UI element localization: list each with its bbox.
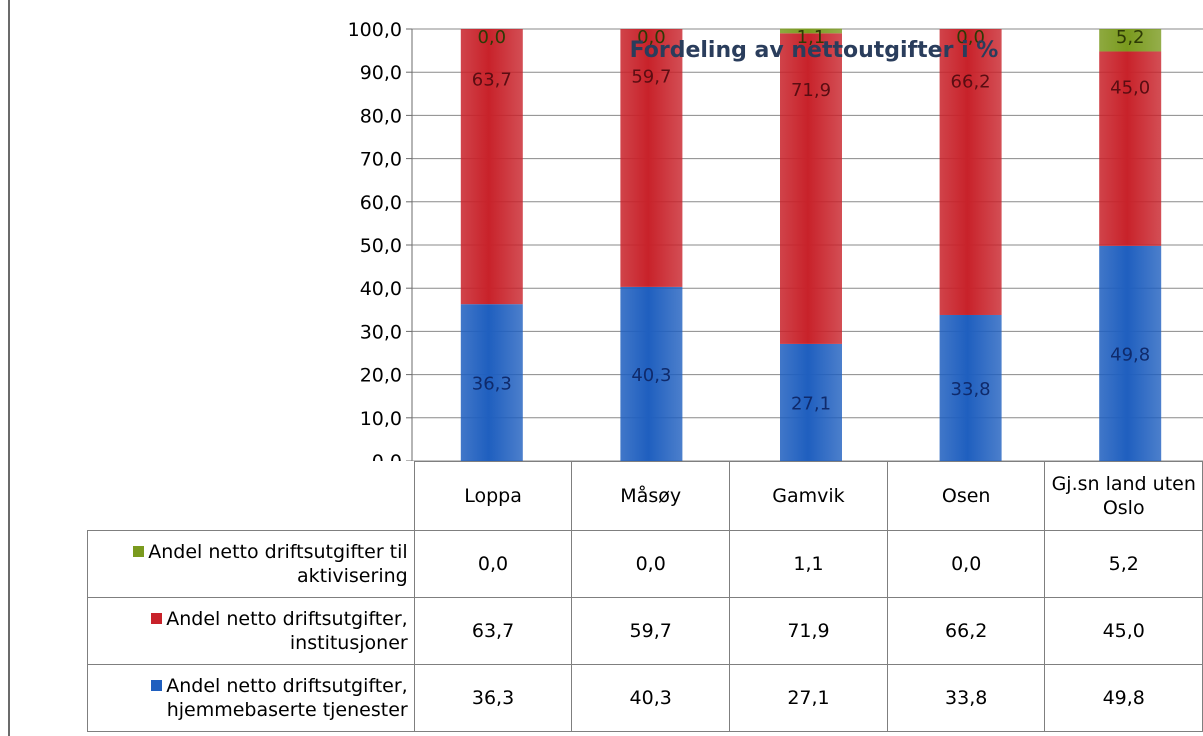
data-label: 40,3 <box>631 365 671 386</box>
table-cell: 71,9 <box>729 597 888 665</box>
data-label: 63,7 <box>472 70 512 91</box>
bar-segment <box>1099 51 1162 246</box>
y-tick-label: 20,0 <box>360 365 402 387</box>
legend-entry: Andel netto driftsutgifter, institusjone… <box>87 597 415 665</box>
data-label: 66,2 <box>951 71 991 92</box>
legend-entry: Andel netto driftsutgifter til aktiviser… <box>87 530 415 598</box>
data-labels: 36,3 63,7 0,0 40,3 59,7 0,0 27,1 71,9 1,1 33,8 66,… <box>472 27 1150 414</box>
category-label: Måsøy <box>571 461 731 531</box>
bar-segment <box>460 29 523 305</box>
bar-segment <box>780 33 842 344</box>
legend-label: Andel netto driftsutgifter, hjemmebasert… <box>166 675 408 721</box>
data-label: 59,7 <box>631 66 671 87</box>
y-axis: 0,0 10,0 20,0 30,0 40,0 50,0 60,0 70,0 80,0 90,0 1… <box>348 19 413 461</box>
legend-entry: Andel netto driftsutgifter, hjemmebasert… <box>87 664 415 732</box>
table-cell: 63,7 <box>413 597 573 665</box>
table-row: Andel netto driftsutgifter, hjemmebasert… <box>87 664 1203 732</box>
y-tick-label: 40,0 <box>360 278 402 300</box>
y-tick-label: 80,0 <box>360 105 402 127</box>
bar-segment <box>1099 245 1162 461</box>
data-label: 36,3 <box>472 374 512 395</box>
data-label: 1,1 <box>797 27 826 48</box>
bar-segment <box>620 29 683 287</box>
table-cell: 66,2 <box>886 597 1046 665</box>
data-label: 71,9 <box>791 80 831 101</box>
data-label: 0,0 <box>956 27 985 48</box>
table-cell: 40,3 <box>571 664 731 732</box>
table-cell: 5,2 <box>1044 530 1203 598</box>
table-cell: 0,0 <box>413 530 573 598</box>
bar-segment <box>780 343 842 461</box>
y-tick-label: 90,0 <box>360 62 402 84</box>
table-cell: 1,1 <box>729 530 888 598</box>
y-tick-label: 50,0 <box>360 235 402 257</box>
category-label: Gj.sn land uten Oslo <box>1044 461 1203 531</box>
legend-key-red <box>151 613 163 624</box>
table-cell: 27,1 <box>729 664 888 732</box>
chart-frame-border <box>8 0 10 736</box>
bar-segment <box>939 29 1002 315</box>
bars <box>460 28 1162 461</box>
category-label: Gamvik <box>729 461 888 531</box>
y-tick-label: 30,0 <box>360 321 402 343</box>
y-tick-label: 10,0 <box>360 408 402 430</box>
table-row: Andel netto driftsutgifter, institusjone… <box>87 597 1203 665</box>
data-label: 49,8 <box>1110 344 1150 365</box>
bar-segment <box>1099 29 1162 52</box>
legend-label: Andel netto driftsutgifter, institusjone… <box>166 608 408 654</box>
table-row: Andel netto driftsutgifter til aktiviser… <box>87 530 1203 598</box>
category-label: Loppa <box>413 461 573 531</box>
data-label: 33,8 <box>951 379 991 400</box>
table-cell: 59,7 <box>571 597 731 665</box>
bar-segment <box>939 314 1002 461</box>
bar-segment <box>780 28 842 34</box>
data-label: 5,2 <box>1116 27 1145 48</box>
table-cell: 49,8 <box>1044 664 1203 732</box>
table-cell: 0,0 <box>571 530 731 598</box>
table-cell: 0,0 <box>886 530 1046 598</box>
table-cell: 45,0 <box>1044 597 1203 665</box>
legend-key-green <box>133 546 145 557</box>
chart-title: Fordeling av nettoutgifter i % <box>630 38 999 63</box>
data-label: 45,0 <box>1110 77 1150 98</box>
table-cell: 33,8 <box>886 664 1046 732</box>
y-tick-label: 70,0 <box>360 149 402 171</box>
y-tick-label: 100,0 <box>348 19 402 41</box>
category-label: Osen <box>886 461 1046 531</box>
data-table: Loppa Måsøy Gamvik Osen Gj.sn land uten … <box>87 461 1203 732</box>
legend-key-blue <box>151 680 163 691</box>
y-tick-label: 60,0 <box>360 192 402 214</box>
legend-label: Andel netto driftsutgifter til aktiviser… <box>148 541 408 587</box>
data-label: 0,0 <box>477 27 506 48</box>
bar-segment <box>620 286 683 461</box>
data-label: 0,0 <box>637 27 666 48</box>
table-cell: 36,3 <box>413 664 573 732</box>
bar-segment <box>460 304 523 461</box>
data-label: 27,1 <box>791 393 831 414</box>
stacked-bar-chart: 0,0 10,0 20,0 30,0 40,0 50,0 60,0 70,0 80,0 90,0 1… <box>348 19 1203 461</box>
y-tick-label: 0,0 <box>372 451 402 461</box>
